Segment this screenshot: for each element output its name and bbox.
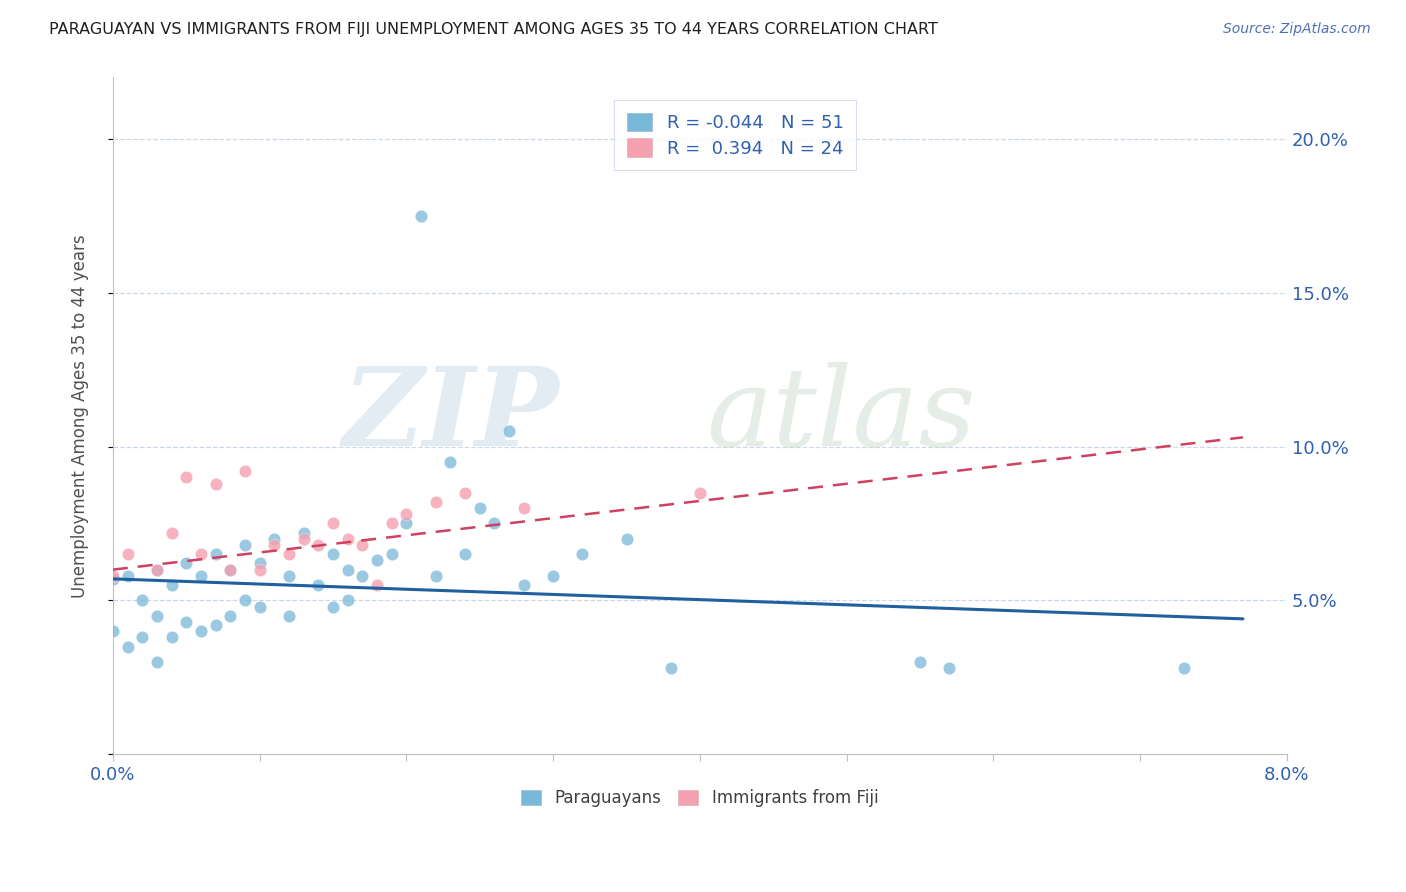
Point: [249, 563, 271, 577]
Y-axis label: Unemployment Among Ages 35 to 44 years: Unemployment Among Ages 35 to 44 years: [72, 234, 89, 598]
Point: [292, 525, 315, 540]
Point: [146, 563, 169, 577]
Point: [409, 209, 432, 223]
Point: [454, 485, 477, 500]
Point: [160, 525, 183, 540]
Point: [659, 661, 682, 675]
Point: [233, 538, 256, 552]
Point: [307, 578, 329, 592]
Point: [160, 578, 183, 592]
Point: [131, 593, 153, 607]
Point: [249, 557, 271, 571]
Point: [513, 578, 536, 592]
Point: [174, 470, 197, 484]
Point: [292, 532, 315, 546]
Point: [454, 547, 477, 561]
Point: [336, 593, 359, 607]
Point: [366, 553, 388, 567]
Point: [263, 538, 285, 552]
Text: PARAGUAYAN VS IMMIGRANTS FROM FIJI UNEMPLOYMENT AMONG AGES 35 TO 44 YEARS CORREL: PARAGUAYAN VS IMMIGRANTS FROM FIJI UNEMP…: [49, 22, 938, 37]
Point: [425, 495, 447, 509]
Point: [336, 532, 359, 546]
Point: [322, 599, 344, 614]
Text: ZIP: ZIP: [343, 362, 560, 469]
Point: [146, 655, 169, 669]
Legend: Paraguayans, Immigrants from Fiji: Paraguayans, Immigrants from Fiji: [515, 782, 884, 814]
Point: [425, 569, 447, 583]
Point: [204, 476, 226, 491]
Text: atlas: atlas: [706, 362, 976, 469]
Point: [101, 624, 124, 639]
Point: [278, 608, 301, 623]
Point: [352, 538, 374, 552]
Point: [204, 547, 226, 561]
Point: [541, 569, 564, 583]
Point: [160, 630, 183, 644]
Point: [233, 593, 256, 607]
Point: [498, 424, 520, 438]
Point: [249, 599, 271, 614]
Point: [395, 508, 418, 522]
Point: [381, 547, 404, 561]
Point: [484, 516, 506, 531]
Point: [322, 516, 344, 531]
Point: [190, 547, 212, 561]
Point: [322, 547, 344, 561]
Point: [219, 608, 242, 623]
Point: [278, 547, 301, 561]
Point: [190, 569, 212, 583]
Point: [366, 578, 388, 592]
Point: [381, 516, 404, 531]
Point: [1173, 661, 1195, 675]
Point: [908, 655, 931, 669]
Point: [174, 557, 197, 571]
Point: [395, 516, 418, 531]
Point: [571, 547, 593, 561]
Point: [219, 563, 242, 577]
Point: [233, 464, 256, 478]
Point: [439, 455, 461, 469]
Point: [174, 615, 197, 629]
Point: [117, 547, 139, 561]
Point: [513, 501, 536, 516]
Point: [307, 538, 329, 552]
Point: [146, 563, 169, 577]
Point: [219, 563, 242, 577]
Point: [146, 608, 169, 623]
Point: [336, 563, 359, 577]
Point: [263, 532, 285, 546]
Point: [117, 569, 139, 583]
Point: [352, 569, 374, 583]
Point: [278, 569, 301, 583]
Point: [689, 485, 711, 500]
Point: [117, 640, 139, 654]
Point: [131, 630, 153, 644]
Point: [204, 618, 226, 632]
Point: [101, 572, 124, 586]
Point: [938, 661, 960, 675]
Point: [468, 501, 491, 516]
Point: [101, 569, 124, 583]
Point: [190, 624, 212, 639]
Text: Source: ZipAtlas.com: Source: ZipAtlas.com: [1223, 22, 1371, 37]
Point: [616, 532, 638, 546]
